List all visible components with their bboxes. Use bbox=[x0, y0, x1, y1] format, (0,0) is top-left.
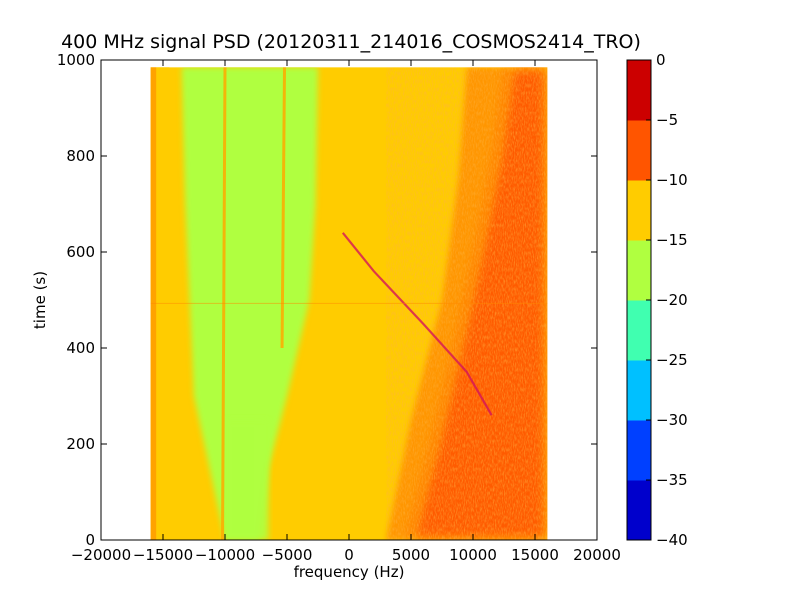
colorbar-tick-label: 0 bbox=[656, 51, 666, 69]
colorbar-segment bbox=[627, 240, 651, 301]
x-tick-label: 0 bbox=[344, 546, 354, 564]
doppler-trace bbox=[341, 232, 493, 416]
y-tick-label: 800 bbox=[66, 147, 95, 165]
x-tick-label: 5000 bbox=[392, 546, 430, 564]
x-axis-label: frequency (Hz) bbox=[294, 563, 405, 581]
vertical-line-feature bbox=[280, 67, 287, 349]
region-green-band-lower bbox=[225, 420, 269, 540]
y-tick-label: 600 bbox=[66, 243, 95, 261]
colorbar-segment bbox=[627, 120, 651, 181]
colorbar-tick-label: −35 bbox=[656, 471, 688, 489]
y-tick-label: 0 bbox=[85, 531, 95, 549]
x-tick-label: 20000 bbox=[573, 546, 621, 564]
psd-heatmap bbox=[150, 67, 548, 540]
x-tick-label: −5000 bbox=[262, 546, 313, 564]
x-tick-label: 10000 bbox=[449, 546, 497, 564]
colorbar-tick-label: −40 bbox=[656, 531, 688, 549]
colorbar-tick-label: −20 bbox=[656, 291, 688, 309]
x-tick-label: −15000 bbox=[133, 546, 193, 564]
colorbar-segment bbox=[627, 360, 651, 421]
x-tick-label: −20000 bbox=[71, 546, 131, 564]
colorbar-segment bbox=[627, 60, 651, 121]
x-tick-label: −10000 bbox=[195, 546, 255, 564]
colorbar-tick-label: −10 bbox=[656, 171, 688, 189]
x-axis-ticks: −20000 −15000 −10000 −5000 0 5000 10000 15000 20… bbox=[71, 60, 621, 564]
colorbar-tick-label: −30 bbox=[656, 411, 688, 429]
colorbar-segment bbox=[627, 300, 651, 361]
y-tick-label: 400 bbox=[66, 339, 95, 357]
colorbar-tick-label: −5 bbox=[656, 111, 678, 129]
colorbar-tick-label: −15 bbox=[656, 231, 688, 249]
colorbar-segment bbox=[627, 420, 651, 481]
colorbar-segment bbox=[627, 480, 651, 541]
colorbar-segment bbox=[627, 180, 651, 241]
plot-area: −20000 −15000 −10000 −5000 0 5000 10000 15000 20… bbox=[57, 51, 621, 564]
y-axis-label: time (s) bbox=[31, 271, 49, 329]
chart-title: 400 MHz signal PSD (20120311_214016_COSM… bbox=[61, 31, 641, 53]
y-axis-ticks: 0 200 400 600 800 1000 bbox=[57, 51, 597, 549]
x-tick-label: 15000 bbox=[511, 546, 559, 564]
colorbar-tick-label: −25 bbox=[656, 351, 688, 369]
colorbar: −40 −35 −30 −25 −20 −15 −10 −5 0 bbox=[626, 51, 688, 549]
y-tick-label: 1000 bbox=[57, 51, 95, 69]
y-tick-label: 200 bbox=[66, 435, 95, 453]
